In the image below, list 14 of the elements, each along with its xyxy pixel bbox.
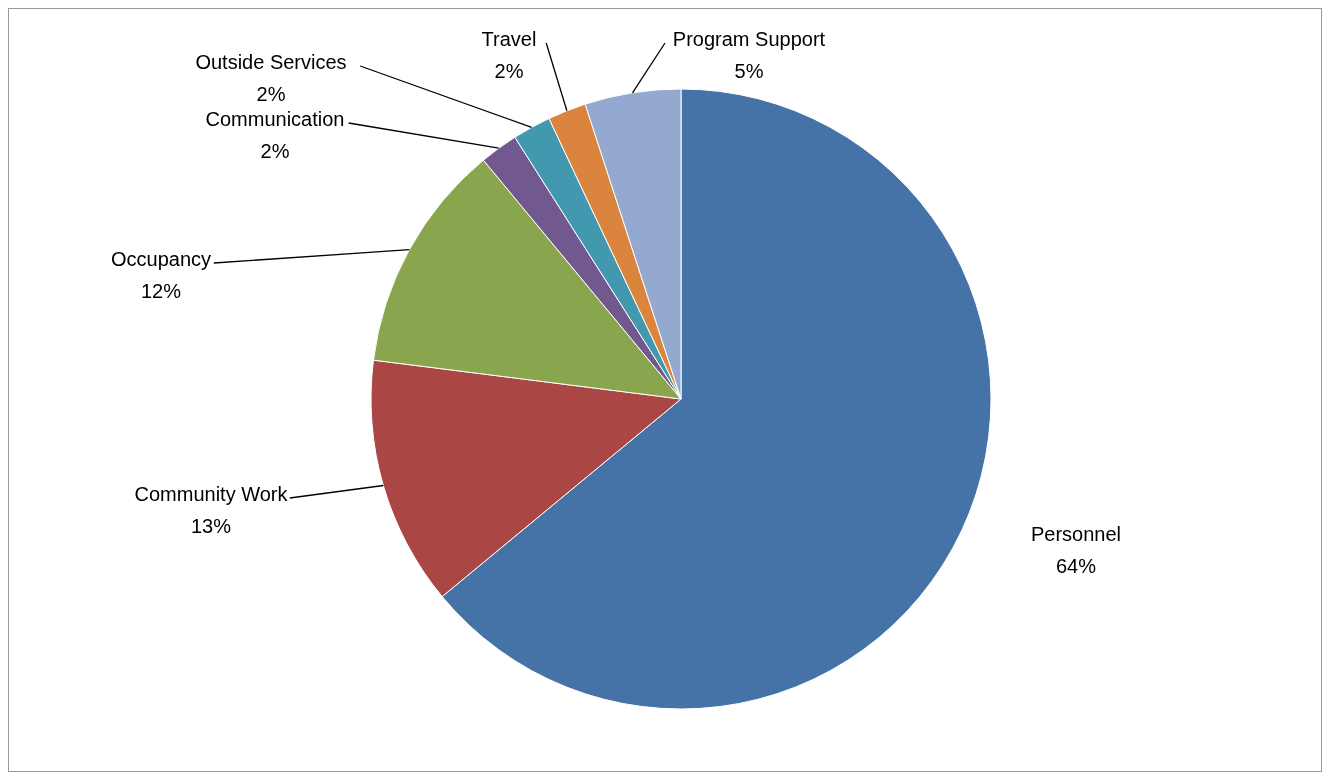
slice-label: Outside Services bbox=[195, 51, 347, 73]
data-label: 2% bbox=[256, 83, 286, 105]
slice-label: Occupancy bbox=[110, 248, 212, 270]
data-label: 2% bbox=[260, 140, 290, 162]
slice-label: Communication bbox=[205, 108, 345, 130]
slice-label: Travel bbox=[481, 28, 537, 50]
data-label: 5% bbox=[734, 60, 764, 82]
slice-label: Personnel bbox=[1030, 523, 1122, 545]
data-label: 64% bbox=[1055, 555, 1097, 577]
data-label: 2% bbox=[494, 60, 524, 82]
slice-label: Program Support bbox=[672, 28, 826, 50]
data-label: 13% bbox=[190, 515, 232, 537]
data-label: 12% bbox=[140, 280, 182, 302]
slice-label: Community Work bbox=[134, 483, 289, 505]
